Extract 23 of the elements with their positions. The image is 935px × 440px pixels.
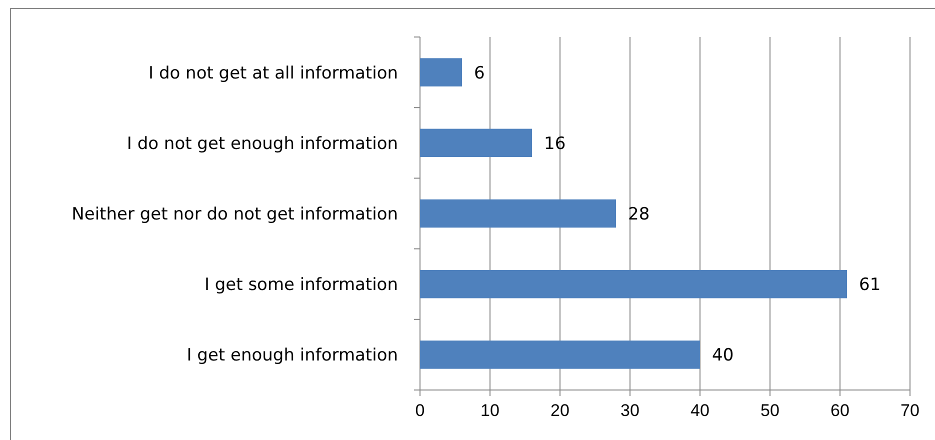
y-tick-label: I do not get at all information xyxy=(148,63,398,84)
x-tick-label: 40 xyxy=(690,401,710,420)
x-tick-label: 0 xyxy=(415,401,425,420)
data-label: 16 xyxy=(544,134,566,154)
y-tick-label: I get some information xyxy=(204,275,398,296)
bar xyxy=(420,340,700,369)
data-label: 61 xyxy=(859,275,881,296)
data-label: 28 xyxy=(628,204,650,224)
bar xyxy=(420,128,532,158)
x-tick-label: 60 xyxy=(830,401,850,420)
y-tick-label: I get enough information xyxy=(186,346,398,366)
bar xyxy=(420,58,462,86)
bar xyxy=(420,199,616,228)
x-tick-label: 10 xyxy=(480,401,500,420)
x-tick-label: 70 xyxy=(900,401,920,420)
y-tick-label: I do not get enough information xyxy=(126,134,398,154)
x-tick-label: 30 xyxy=(620,401,640,420)
x-tick-label: 50 xyxy=(760,401,780,420)
x-tick-label: 20 xyxy=(550,401,570,420)
bar xyxy=(420,270,847,298)
y-tick-label: Neither get nor do not get information xyxy=(72,204,398,224)
data-label: 40 xyxy=(712,346,734,366)
data-label: 6 xyxy=(474,63,485,84)
